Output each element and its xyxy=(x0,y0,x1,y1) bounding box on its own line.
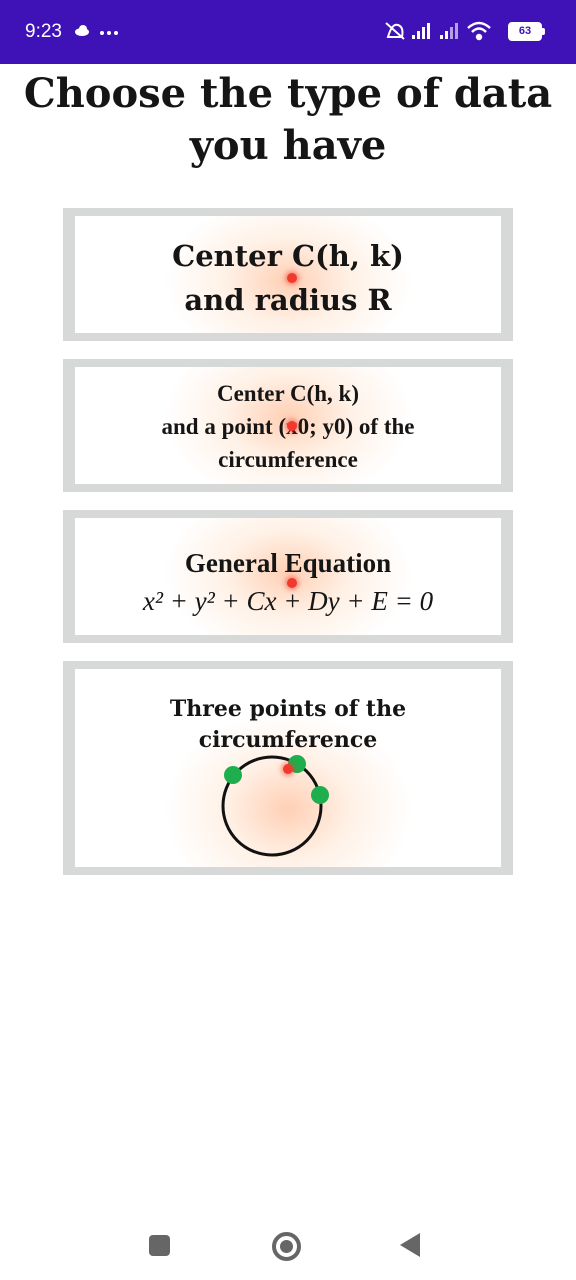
option-label: General Equation x² + y² + Cx + Dy + E =… xyxy=(143,544,433,620)
page-title: Choose the type of data you have xyxy=(0,68,576,172)
signal-icon xyxy=(412,23,430,39)
option-center-point-button[interactable]: Center C(h, k) and a point (x0; y0) of t… xyxy=(63,359,513,492)
option-label-line-1: Center C(h, k) xyxy=(172,239,404,273)
navigation-bar xyxy=(0,1205,576,1280)
three-points-circle-icon xyxy=(221,755,329,857)
status-bar: 9:23 xyxy=(0,0,576,64)
option-three-points-button[interactable]: Three points of the circumference xyxy=(63,661,513,875)
home-icon[interactable] xyxy=(272,1232,301,1261)
wifi-icon xyxy=(467,21,491,41)
option-label: Center C(h, k) and a point (x0; y0) of t… xyxy=(161,377,414,476)
option-label-line-2: and a point (x0; y0) of the xyxy=(161,414,415,439)
option-card-inner: Center C(h, k) and a point (x0; y0) of t… xyxy=(75,367,501,484)
option-card-inner: General Equation x² + y² + Cx + Dy + E =… xyxy=(75,518,501,635)
option-label-line-3: circumference xyxy=(218,447,358,472)
cloud-icon xyxy=(75,25,89,36)
option-general-equation-button[interactable]: General Equation x² + y² + Cx + Dy + E =… xyxy=(63,510,513,643)
battery-icon: 63 xyxy=(508,21,545,41)
option-center-radius-button[interactable]: Center C(h, k) and radius R xyxy=(63,208,513,341)
option-card-inner: Center C(h, k) and radius R xyxy=(75,216,501,333)
option-label-line-1: Three points of the xyxy=(169,696,407,722)
option-label: Three points of the circumference xyxy=(170,694,406,756)
signal-icon xyxy=(440,23,458,39)
status-right-icons: 63 xyxy=(384,19,545,43)
option-label-line-1: General Equation xyxy=(184,548,392,578)
option-label-line-1: Center C(h, k) xyxy=(216,381,360,406)
back-icon[interactable] xyxy=(400,1233,420,1257)
page-title-line-2: you have xyxy=(189,122,387,169)
option-card-inner: Three points of the circumference xyxy=(75,669,501,867)
option-label: Center C(h, k) and radius R xyxy=(172,234,404,322)
option-label-line-2: circumference xyxy=(198,727,378,753)
page-title-line-1: Choose the type of data xyxy=(23,70,553,117)
more-dots-icon xyxy=(100,31,118,35)
status-left-icons xyxy=(74,22,122,46)
muted-icon xyxy=(385,22,405,40)
recents-icon[interactable] xyxy=(149,1235,170,1256)
option-label-line-2: and radius R xyxy=(184,283,392,317)
general-equation-formula: x² + y² + Cx + Dy + E = 0 xyxy=(142,586,434,616)
status-time: 9:23 xyxy=(25,21,62,42)
